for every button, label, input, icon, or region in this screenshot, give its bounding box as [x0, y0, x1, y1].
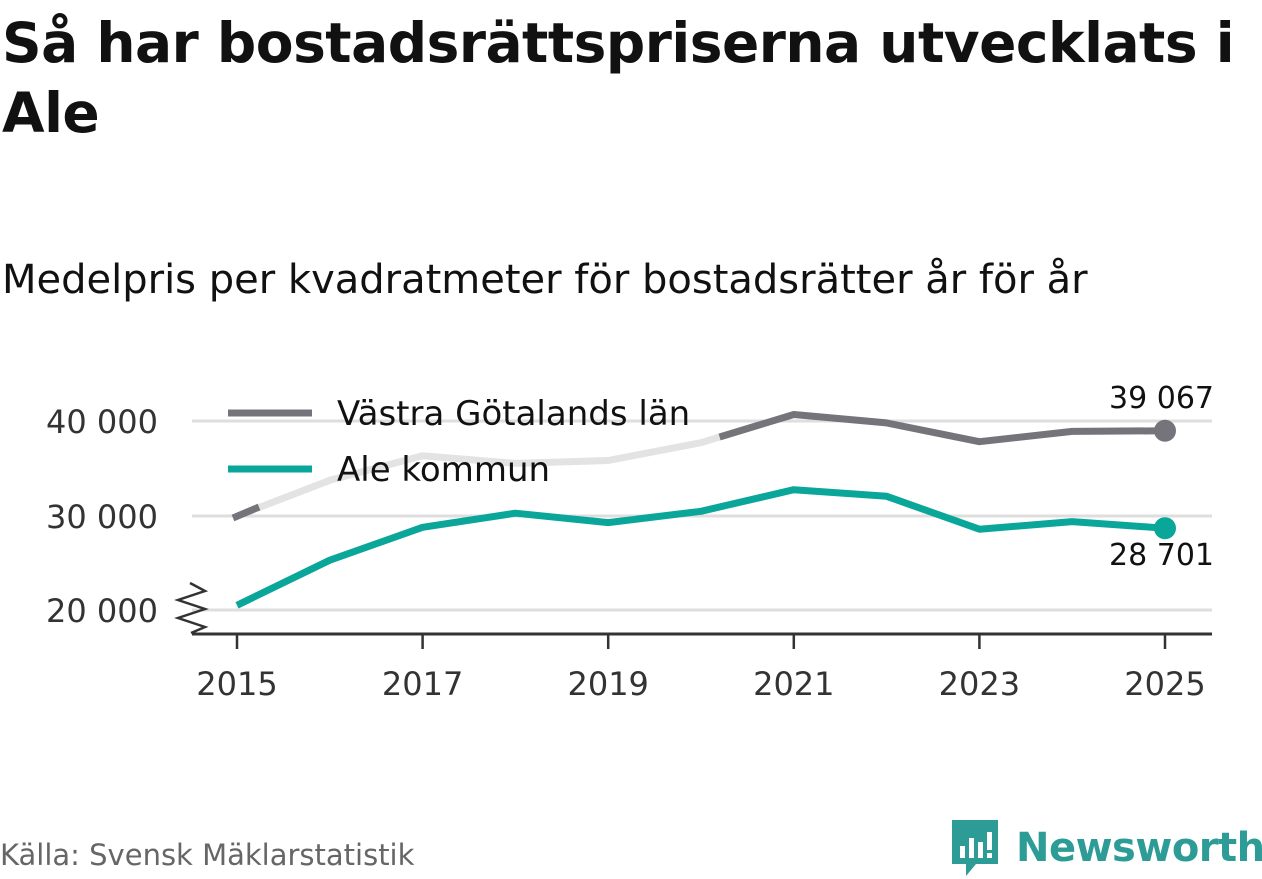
newsworthy-logo-icon: [952, 820, 998, 876]
y-tick-label: 40 000: [46, 403, 158, 441]
lan-line: [718, 411, 1166, 446]
lan-end-dot: [1154, 419, 1176, 442]
gridlines: [192, 419, 1212, 612]
brand: Newsworthy: [950, 818, 1262, 878]
legend-item-ale: Ale kommun: [228, 450, 550, 490]
ale-end-dot: [1154, 517, 1176, 540]
end-labels: 39 067 28 701: [1109, 381, 1214, 573]
legend-item-lan: Västra Götalands län: [228, 394, 690, 434]
legend-label: Västra Götalands län: [337, 394, 690, 434]
lan-end-label: 39 067: [1109, 381, 1214, 416]
x-tick-label: 2023: [939, 665, 1020, 703]
y-tick-label: 20 000: [46, 592, 158, 630]
axis-break-icon: [174, 581, 209, 635]
x-tick-label: 2017: [382, 665, 463, 703]
series-lines: [231, 411, 1176, 609]
chart-subtitle: Medelpris per kvadratmeter för bostadsrä…: [2, 257, 1088, 303]
lan-line-early: [235, 433, 721, 520]
y-axis-ticks: 20 000 30 000 40 000: [46, 403, 158, 630]
x-tick-label: 2021: [753, 665, 834, 703]
x-tick-label: 2015: [196, 665, 277, 703]
ale-line: [235, 486, 1166, 609]
source-note: Källa: Svensk Mäklarstatistik: [0, 838, 415, 872]
ale-end-label: 28 701: [1109, 538, 1214, 573]
lan-line-start: [231, 503, 261, 522]
chart-title: Så har bostadsrättspriserna utvecklats i…: [2, 11, 1235, 145]
legend-label: Ale kommun: [337, 450, 550, 490]
x-tick-label: 2019: [567, 665, 648, 703]
x-axis: 2015 2017 2019 2021 2023 2025: [174, 581, 1212, 703]
y-tick-label: 30 000: [46, 498, 158, 536]
x-tick-label: 2025: [1124, 665, 1205, 703]
legend: Västra Götalands län Ale kommun: [228, 394, 690, 490]
brand-name: Newsworthy: [1016, 825, 1262, 871]
